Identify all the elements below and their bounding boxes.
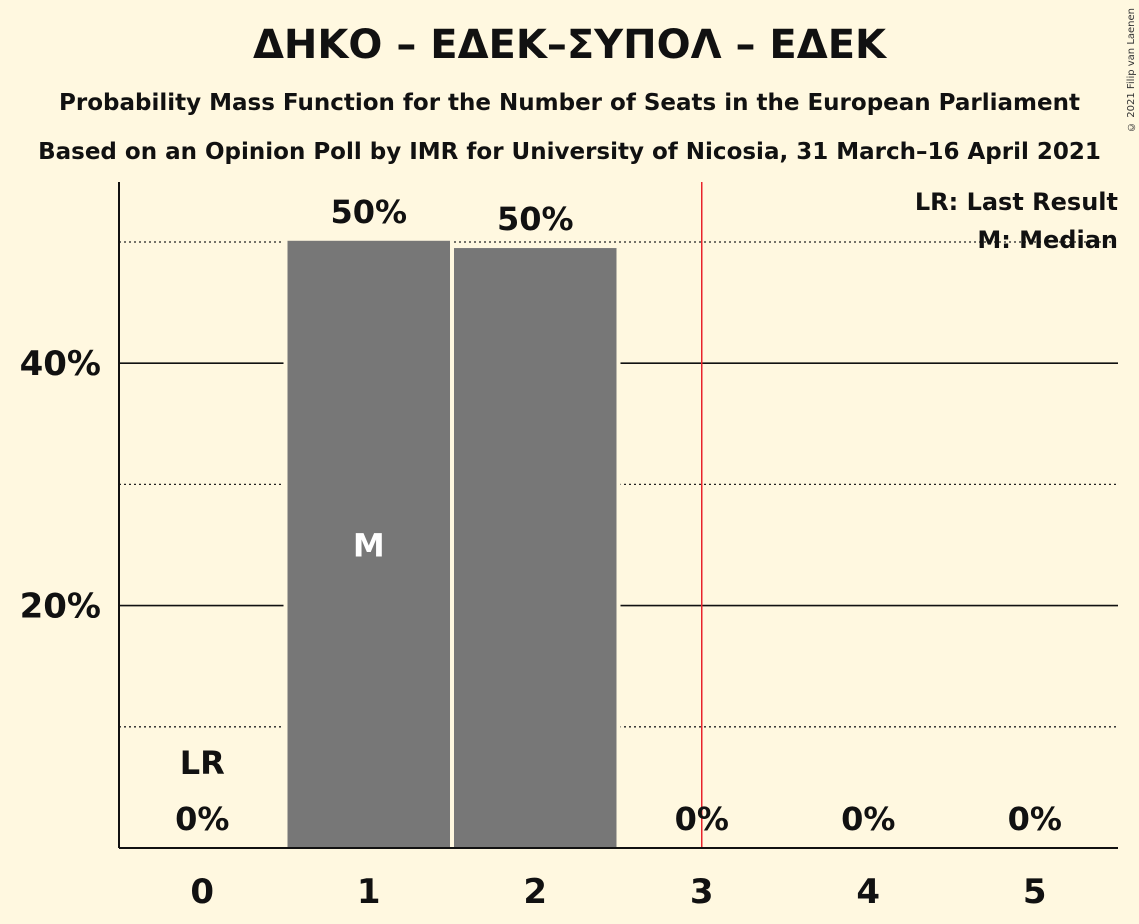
data-label: 0% <box>175 800 229 838</box>
data-label: 0% <box>841 800 895 838</box>
data-label: 50% <box>330 193 407 231</box>
x-tick-label: 3 <box>690 872 714 912</box>
bar-seat-1 <box>287 240 450 849</box>
x-tick-label: 0 <box>190 872 214 912</box>
data-label: 50% <box>497 200 574 238</box>
chart-subtitle: Probability Mass Function for the Number… <box>59 90 1080 116</box>
x-tick-label: 2 <box>523 872 547 912</box>
bar-seat-2 <box>454 248 617 848</box>
y-tick-label: 20% <box>20 587 101 627</box>
last-result-marker: LR <box>180 744 225 782</box>
chart-subtitle-poll: Based on an Opinion Poll by IMR for Univ… <box>38 139 1101 165</box>
x-tick-label: 4 <box>856 872 880 912</box>
x-tick-label: 1 <box>357 872 381 912</box>
x-tick-label: 5 <box>1023 872 1047 912</box>
legend-entry: LR: Last Result <box>915 188 1118 216</box>
legend-entry: M: Median <box>977 226 1118 254</box>
median-marker: M <box>353 526 385 564</box>
chart-title: ΔΗΚΟ – ΕΔΕΚ–ΣΥΠΟΛ – ΕΔΕΚ <box>252 22 887 68</box>
data-label: 0% <box>1008 800 1062 838</box>
data-label: 0% <box>675 800 729 838</box>
y-tick-label: 40% <box>20 344 101 384</box>
